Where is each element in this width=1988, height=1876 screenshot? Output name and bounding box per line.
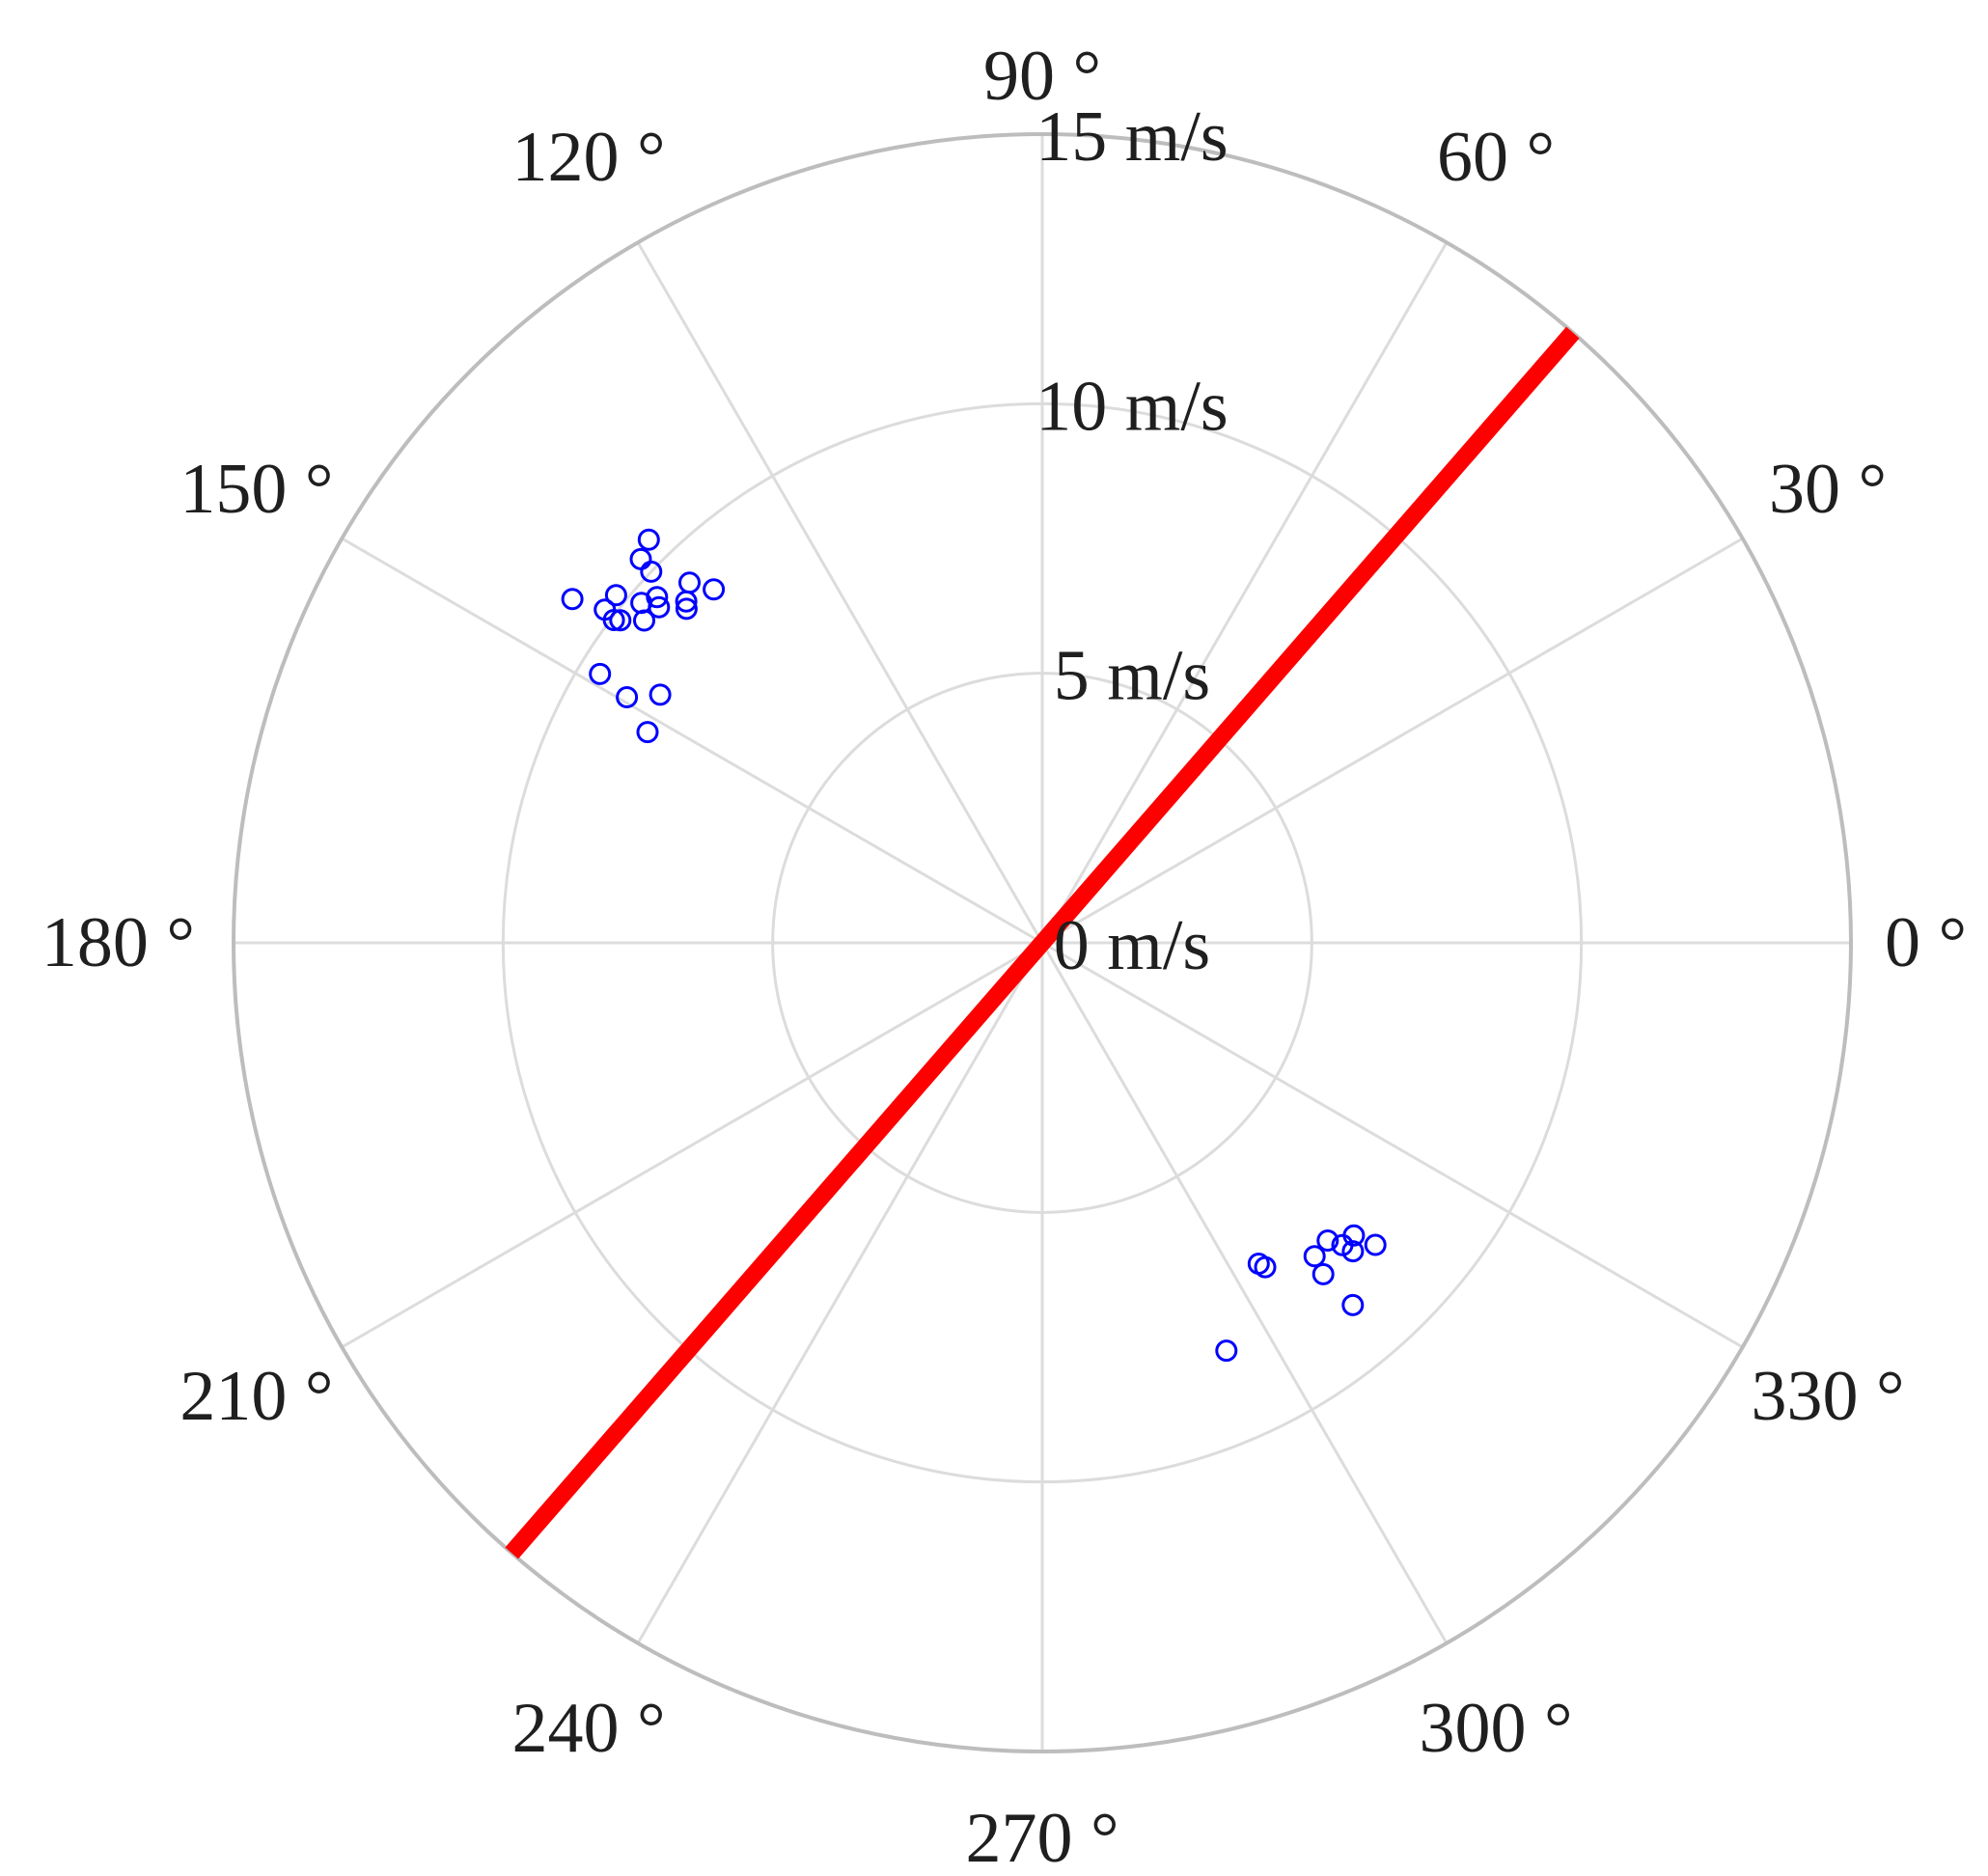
data-point-0-0 (561, 588, 584, 611)
data-point-0-21 (1316, 1229, 1339, 1252)
data-point-0-29 (1341, 1293, 1365, 1316)
data-point-0-26 (1312, 1262, 1335, 1285)
data-point-0-24 (1364, 1233, 1387, 1256)
data-point-0-11 (678, 571, 701, 594)
data-point-0-13 (675, 597, 698, 621)
data-point-0-2 (602, 609, 625, 631)
outer-boundary-circle (232, 132, 1853, 1753)
angle-tick-label-180: 180 ° (41, 903, 195, 982)
data-point-0-30 (1215, 1339, 1238, 1363)
data-point-0-10 (646, 586, 669, 609)
red-direction-line (505, 326, 1580, 1559)
angular-grid-line-210 (341, 941, 1043, 1349)
angular-grid-line-60 (1040, 241, 1449, 944)
data-point-0-9 (648, 595, 671, 619)
data-point-0-25 (1341, 1240, 1365, 1263)
data-point-0-19 (636, 721, 659, 744)
grid-layer (232, 132, 1853, 1753)
angle-tick-label-30: 30 ° (1769, 450, 1887, 529)
angular-grid-line-330 (1041, 941, 1744, 1349)
data-point-0-12 (675, 590, 698, 613)
angle-tick-label-150: 150 ° (179, 450, 333, 529)
radial-tick-label-15: 15 m/s (1035, 97, 1228, 177)
angle-tick-label-210: 210 ° (179, 1357, 333, 1436)
data-point-0-4 (604, 584, 627, 607)
data-point-0-6 (637, 528, 660, 551)
radial-grid-circle-10 (501, 401, 1584, 1484)
data-point-0-3 (609, 609, 632, 632)
data-point-0-18 (649, 683, 672, 706)
angular-grid-line-30 (1041, 537, 1744, 945)
radial-grid-circle-5 (771, 672, 1313, 1214)
data-points-layer (561, 528, 1387, 1363)
angle-tick-label-60: 60 ° (1437, 118, 1555, 197)
angle-tick-label-120: 120 ° (511, 118, 665, 197)
angular-grid-line-240 (636, 942, 1044, 1644)
data-point-0-17 (616, 686, 639, 708)
angle-tick-label-300: 300 ° (1419, 1689, 1572, 1768)
radial-tick-label-0: 0 m/s (1054, 906, 1210, 985)
angle-tick-label-330: 330 ° (1752, 1357, 1905, 1436)
data-point-0-23 (1342, 1224, 1366, 1247)
data-point-0-20 (1303, 1245, 1326, 1268)
data-point-0-5 (629, 547, 652, 570)
radial-tick-label-5: 5 m/s (1054, 637, 1210, 716)
angular-grid-line-300 (1040, 942, 1449, 1644)
data-point-0-7 (640, 560, 663, 583)
radial-tick-label-10: 10 m/s (1035, 367, 1228, 446)
trend-line-layer (505, 326, 1580, 1559)
data-point-0-28 (1247, 1253, 1270, 1275)
angle-tick-label-0: 0 ° (1885, 903, 1967, 982)
data-point-0-16 (589, 662, 612, 685)
data-point-0-15 (703, 578, 726, 601)
angle-tick-label-240: 240 ° (511, 1689, 665, 1768)
axis-labels-layer: 0 ° 30 ° 60 ° 90 ° 120 ° 150 ° 180 ° 210 ° 240 °… (41, 37, 1967, 1876)
angle-tick-label-270: 270 ° (965, 1799, 1118, 1876)
angular-grid-line-150 (341, 537, 1043, 945)
angular-grid-line-120 (636, 241, 1044, 944)
data-point-0-14 (633, 609, 655, 632)
angle-tick-label-90: 90 ° (983, 37, 1101, 116)
